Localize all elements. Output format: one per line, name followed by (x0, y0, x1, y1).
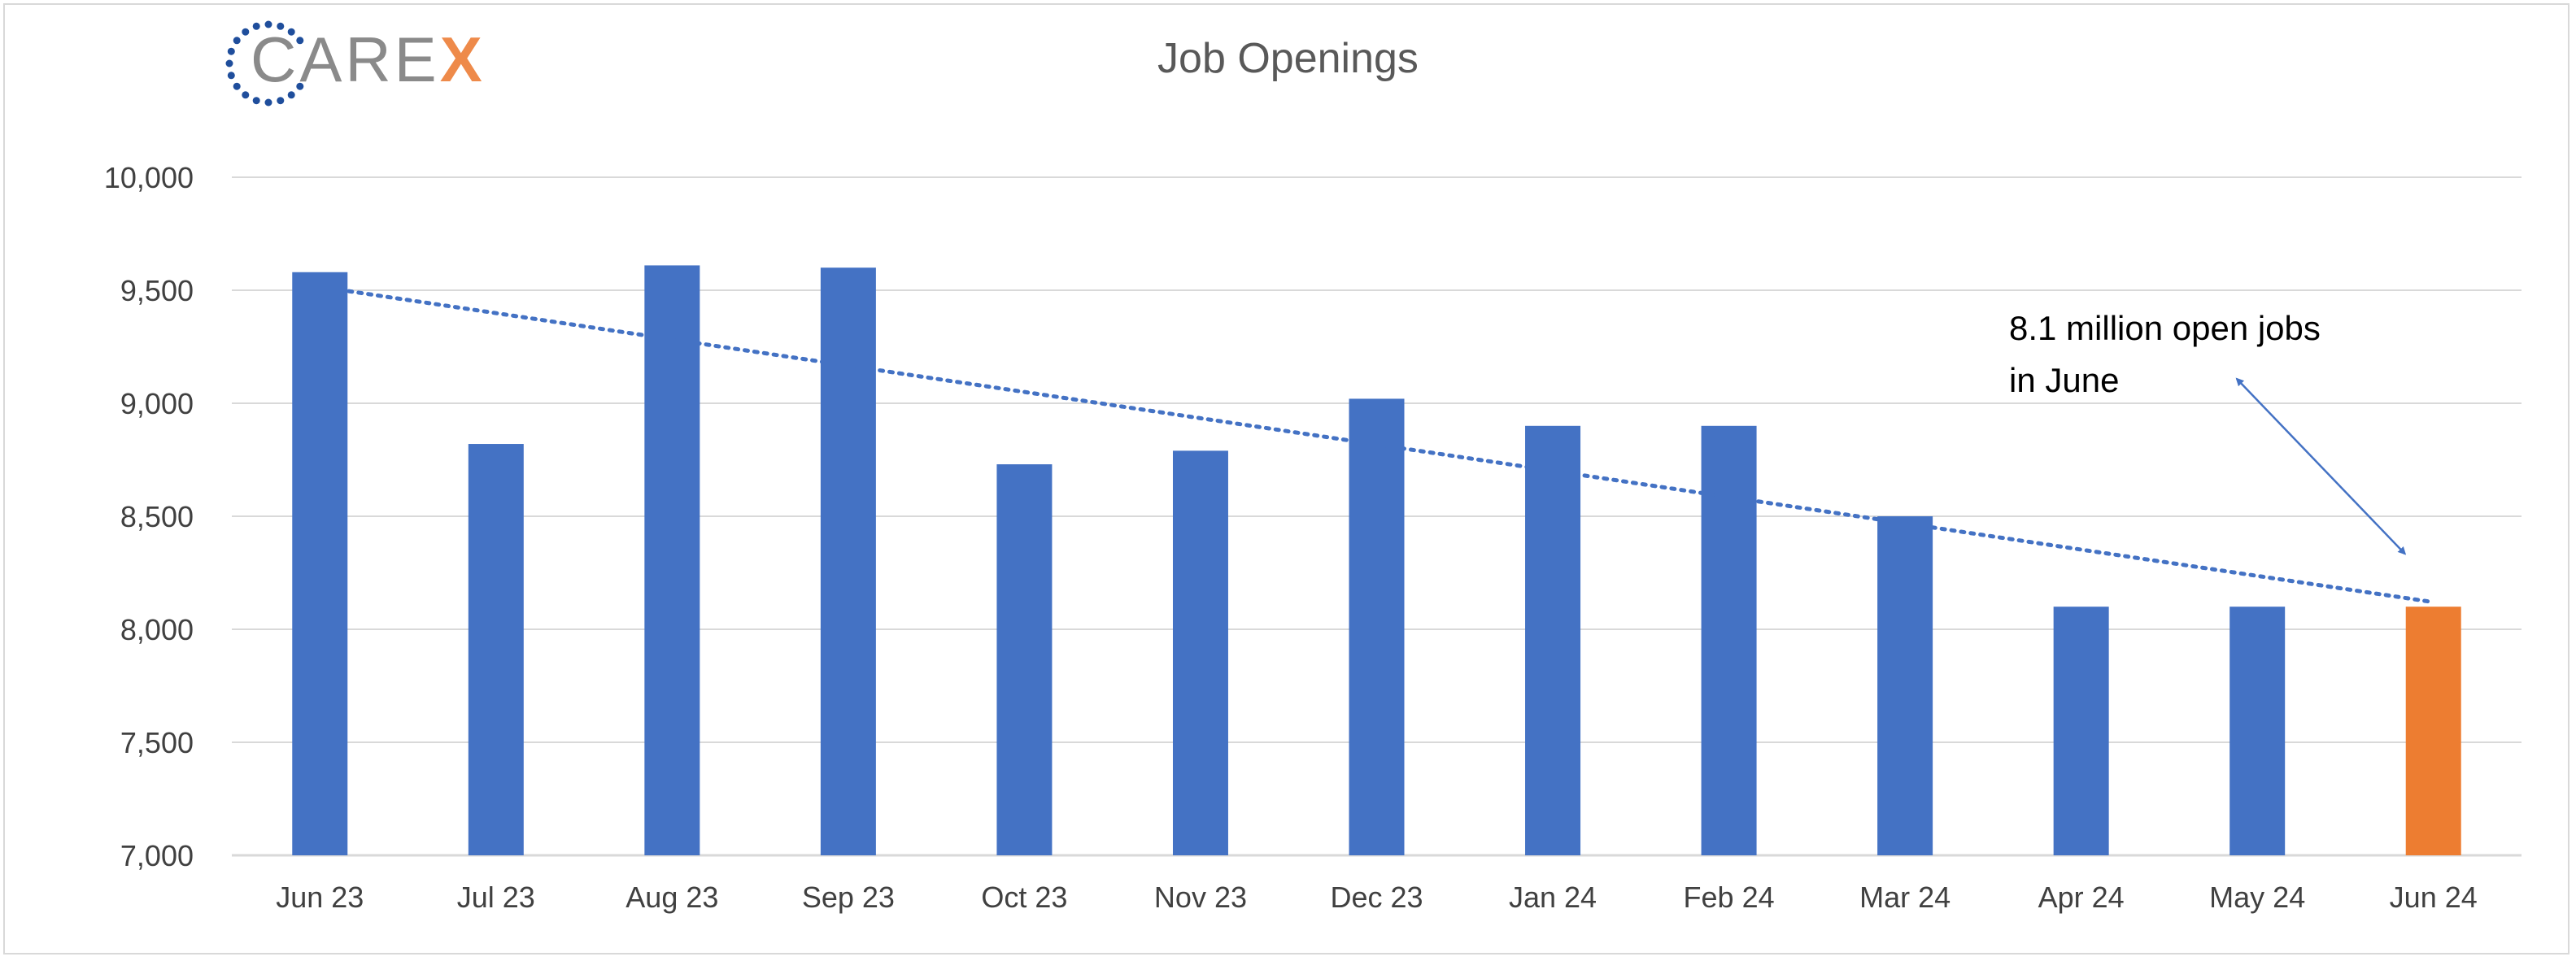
y-tick-label: 9,500 (120, 274, 194, 307)
logo-dot (225, 59, 233, 67)
carex-logo-dots (225, 20, 304, 107)
bar-nov-23 (1172, 450, 1228, 855)
logo-dot (287, 28, 295, 36)
logo-dot (242, 91, 250, 99)
y-tick-label: 7,500 (120, 726, 194, 759)
logo-dot (252, 22, 260, 30)
bar-jun-24 (2405, 607, 2461, 855)
y-tick-label: 8,000 (120, 613, 194, 646)
logo-dot (296, 37, 304, 45)
bar-may-24 (2229, 607, 2286, 855)
bar-apr-24 (2053, 607, 2109, 855)
bar-sep-23 (820, 267, 876, 855)
y-tick-label: 9,000 (120, 387, 194, 420)
logo-dot (296, 82, 304, 90)
logo-text-accent: X (439, 24, 486, 95)
annotation: 8.1 million open jobs in June (2009, 309, 2407, 555)
x-tick-label: May 24 (2209, 881, 2305, 914)
logo-dot (233, 82, 241, 90)
y-tick-label: 10,000 (104, 161, 194, 194)
x-tick-label: Mar 24 (1859, 881, 1951, 914)
bar-mar-24 (1877, 516, 1933, 855)
bar-jul-23 (468, 444, 524, 855)
trendline-line (317, 285, 2436, 605)
bar-feb-24 (1701, 425, 1757, 855)
logo-dot (264, 20, 272, 28)
logo-text-main: CARE (251, 24, 440, 95)
logo-dot (264, 98, 272, 107)
x-tick-label: Feb 24 (1684, 881, 1775, 914)
bar-jun-23 (292, 272, 348, 855)
y-axis-ticks: 7,000 7,500 8,000 8,500 9,000 9,500 10,000 (104, 161, 194, 872)
x-tick-label: Oct 23 (981, 881, 1067, 914)
trendline (317, 285, 2436, 605)
x-tick-label: Jul 23 (457, 881, 535, 914)
logo-dot (242, 28, 250, 36)
bar-jan-24 (1525, 425, 1581, 855)
x-tick-label: Jan 24 (1509, 881, 1597, 914)
bars (292, 265, 2461, 855)
bar-aug-23 (644, 265, 700, 855)
x-tick-label: Sep 23 (802, 881, 895, 914)
annotation-arrow (2235, 377, 2407, 555)
logo-dot (277, 97, 285, 105)
y-tick-label: 7,000 (120, 839, 194, 872)
x-tick-label: Dec 23 (1330, 881, 1423, 914)
x-axis-ticks: Jun 23 Jul 23 Aug 23 Sep 23 Oct 23 Nov 23 Dec … (276, 881, 2478, 914)
annotation-text: in June (2009, 361, 2119, 399)
x-tick-label: Aug 23 (625, 881, 718, 914)
annotation-text: 8.1 million open jobs (2009, 309, 2321, 347)
x-tick-label: Apr 24 (2038, 881, 2125, 914)
logo-dot (277, 22, 285, 30)
x-tick-label: Jun 23 (276, 881, 364, 914)
logo-dot (233, 37, 241, 45)
logo-dot (227, 47, 235, 55)
chart-frame (3, 3, 2569, 954)
bar-oct-23 (996, 464, 1053, 855)
chart-title: Job Openings (1157, 35, 1419, 82)
carex-logo: CAREX (251, 28, 486, 91)
x-tick-label: Jun 24 (2390, 881, 2478, 914)
bar-dec-23 (1349, 398, 1405, 855)
x-tick-label: Nov 23 (1154, 881, 1247, 914)
y-tick-label: 8,500 (120, 500, 194, 533)
logo-dot (287, 91, 295, 99)
logo-dot (252, 97, 260, 105)
logo-dot (227, 72, 235, 80)
